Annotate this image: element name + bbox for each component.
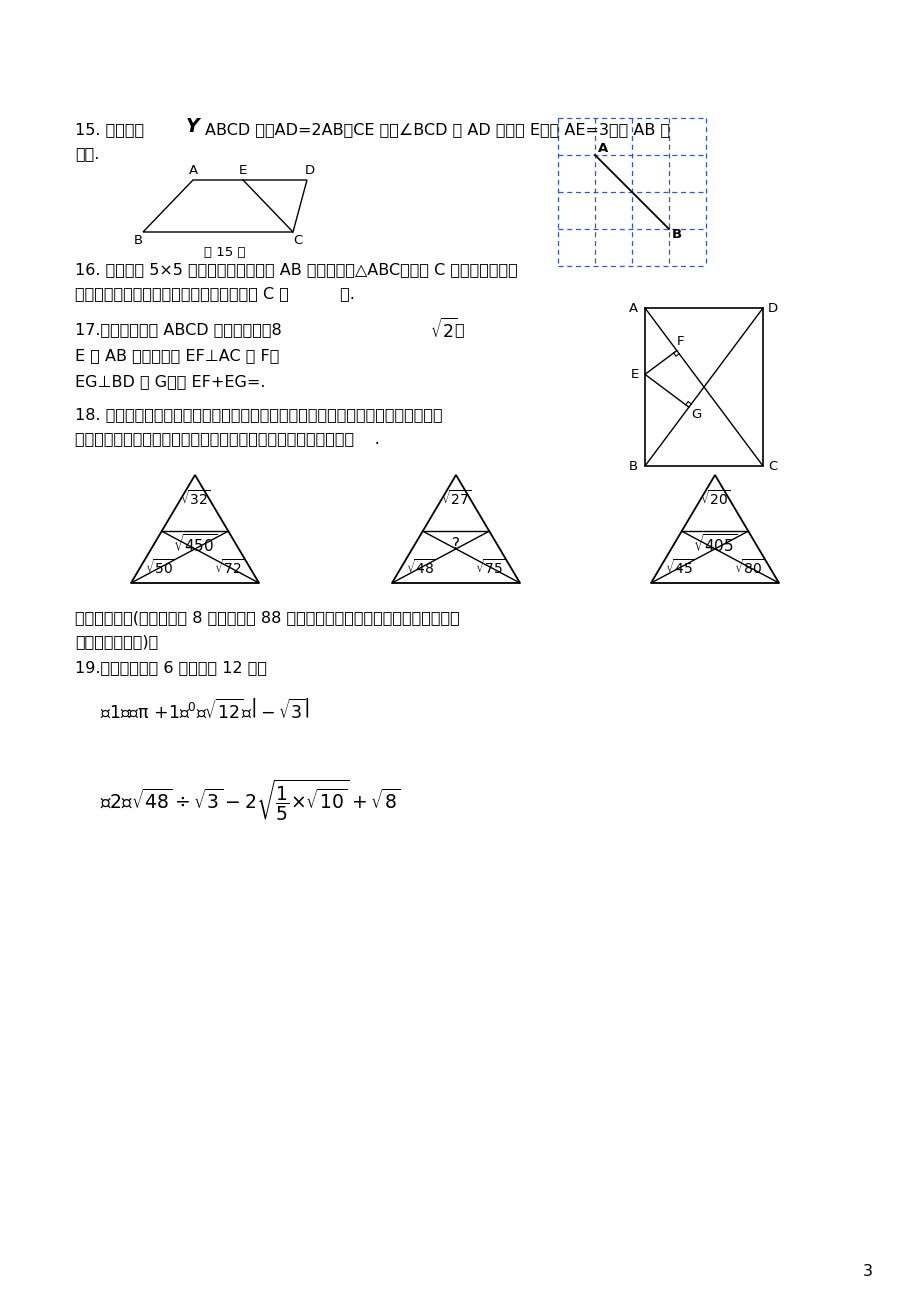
Text: B: B	[628, 460, 637, 473]
Polygon shape	[651, 475, 778, 583]
Text: E: E	[630, 368, 639, 381]
Text: EG⊥BD 于 G，则 EF+EG=.: EG⊥BD 于 G，则 EF+EG=.	[75, 375, 266, 389]
Text: E: E	[239, 164, 247, 177]
Text: C: C	[767, 460, 777, 473]
Text: $\sqrt{80}$: $\sqrt{80}$	[733, 559, 765, 577]
Polygon shape	[130, 475, 259, 583]
Text: E 为 AB 上一点，若 EF⊥AC 于 F，: E 为 AB 上一点，若 EF⊥AC 于 F，	[75, 349, 279, 363]
Text: 第 15 题: 第 15 题	[204, 246, 245, 259]
Text: $\sqrt{45}$: $\sqrt{45}$	[664, 559, 695, 577]
Text: $\sqrt{27}$: $\sqrt{27}$	[440, 490, 471, 508]
Text: G: G	[690, 408, 700, 421]
Text: $\sqrt{405}$: $\sqrt{405}$	[692, 533, 736, 555]
Text: 17.如图，正方形 ABCD 的对角线长为8: 17.如图，正方形 ABCD 的对角线长为8	[75, 323, 281, 337]
Text: D: D	[767, 302, 777, 315]
Text: 过程或演算步骤)。: 过程或演算步骤)。	[75, 634, 158, 650]
Text: 15. 如图，在: 15. 如图，在	[75, 122, 144, 138]
Text: F: F	[676, 335, 684, 348]
Text: （1）（π +1）$^0$－$\sqrt{12}$＋$\left|-\sqrt{3}\right|$: （1）（π +1）$^0$－$\sqrt{12}$＋$\left|-\sqrt{…	[100, 698, 310, 721]
Text: 3: 3	[862, 1264, 872, 1280]
Text: B: B	[133, 234, 142, 247]
Text: Y: Y	[186, 117, 199, 137]
Text: （2）$\sqrt{48}\div\sqrt{3}-2\sqrt{\dfrac{1}{5}{\times}\sqrt{10}}+\sqrt{8}$: （2）$\sqrt{48}\div\sqrt{3}-2\sqrt{\dfrac{…	[100, 777, 400, 823]
Text: A: A	[188, 164, 198, 177]
Text: 按每个大三角形内填数的规律，在中间的大三角形的中间，应填上    .: 按每个大三角形内填数的规律，在中间的大三角形的中间，应填上 .	[75, 431, 380, 447]
Text: $\sqrt{75}$: $\sqrt{75}$	[474, 559, 505, 577]
Text: C: C	[293, 234, 302, 247]
Text: B: B	[671, 228, 681, 241]
Text: $\sqrt{2}$: $\sqrt{2}$	[429, 318, 457, 342]
Text: D: D	[304, 164, 314, 177]
Text: 三、解答题：(本大题共有 8 个题。满分 88 分，解答时应写出必要的文字说明、证明: 三、解答题：(本大题共有 8 个题。满分 88 分，解答时应写出必要的文字说明、…	[75, 611, 460, 625]
Text: $\sqrt{72}$: $\sqrt{72}$	[214, 559, 244, 577]
Text: $\sqrt{450}$: $\sqrt{450}$	[173, 533, 217, 555]
Text: ，: ，	[453, 323, 463, 337]
Text: 18. 下面的三个大三角形中各有三个三角形，每个大三角形中的四个数都有规律，若: 18. 下面的三个大三角形中各有三个三角形，每个大三角形中的四个数都有规律，若	[75, 408, 442, 423]
Text: 长为.: 长为.	[75, 147, 99, 161]
Text: $\sqrt{32}$: $\sqrt{32}$	[179, 490, 210, 508]
Text: $\sqrt{50}$: $\sqrt{50}$	[145, 559, 176, 577]
Text: 外两条边长均为无理数，满足这样条件的点 C 共          个.: 外两条边长均为无理数，满足这样条件的点 C 共 个.	[75, 286, 355, 302]
Text: ?: ?	[451, 536, 460, 552]
Text: 19.计算（每小题 6 分，满分 12 分）: 19.计算（每小题 6 分，满分 12 分）	[75, 660, 267, 676]
Text: $\sqrt{48}$: $\sqrt{48}$	[405, 559, 437, 577]
Text: A: A	[597, 142, 607, 155]
Text: ABCD 中，AD=2AB，CE 平分∠BCD 交 AD 边于点 E，且 AE=3，则 AB 的: ABCD 中，AD=2AB，CE 平分∠BCD 交 AD 边于点 E，且 AE=…	[205, 122, 669, 138]
Text: 16. 如图，在 5×5 的正方形网格中，以 AB 为边画直角△ABC，使点 C 在格点上，且另: 16. 如图，在 5×5 的正方形网格中，以 AB 为边画直角△ABC，使点 C…	[75, 263, 517, 277]
Text: A: A	[628, 302, 637, 315]
Polygon shape	[391, 475, 519, 583]
Text: $\sqrt{20}$: $\sqrt{20}$	[698, 490, 730, 508]
